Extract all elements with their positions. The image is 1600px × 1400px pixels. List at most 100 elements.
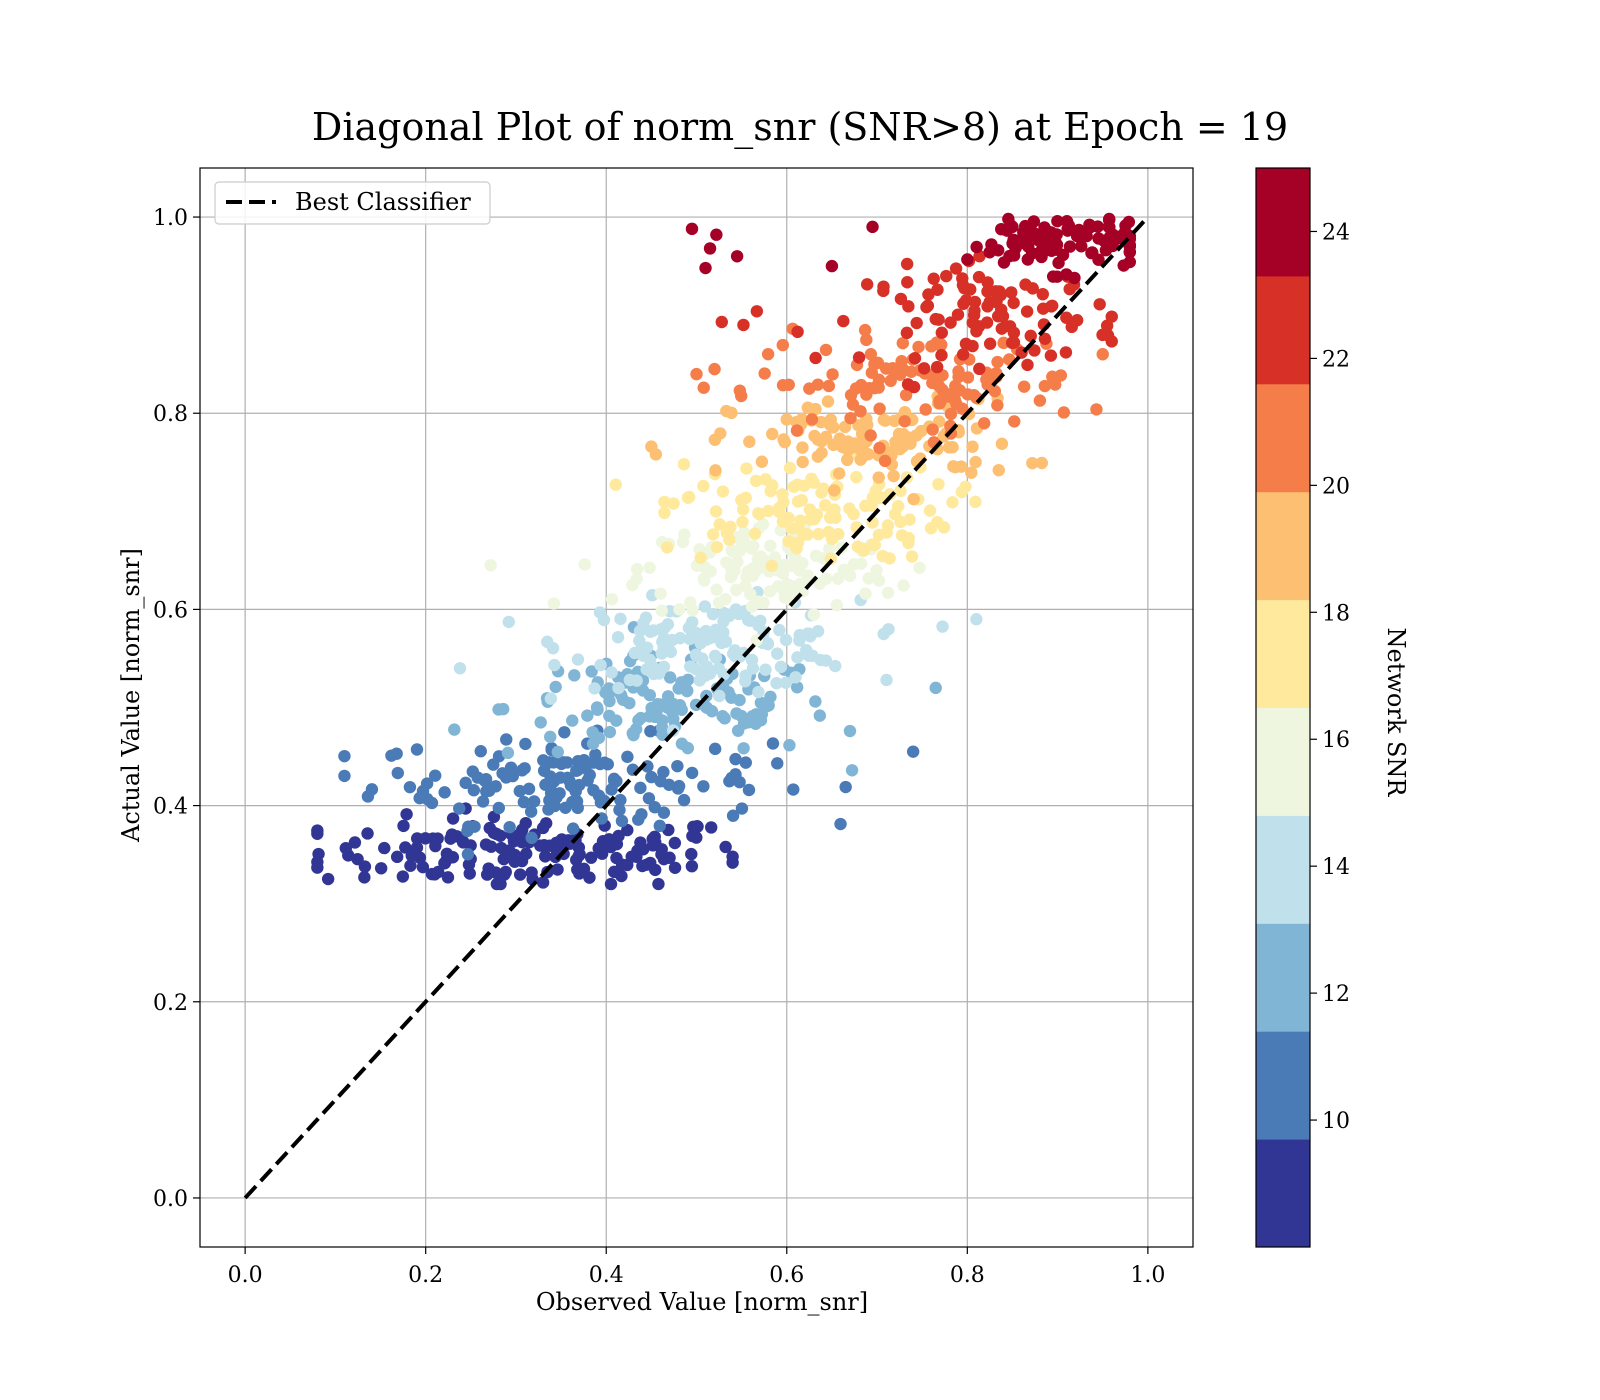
legend-box xyxy=(214,181,491,225)
scatter-point xyxy=(791,651,804,664)
scatter-point xyxy=(937,521,951,534)
scatter-point xyxy=(746,562,759,575)
scatter-point xyxy=(793,628,806,642)
scatter-point xyxy=(782,535,795,548)
scatter-point xyxy=(548,799,561,813)
scatter-point xyxy=(733,544,746,557)
scatter-point xyxy=(942,441,956,454)
scatter-point xyxy=(657,806,671,819)
scatter-point xyxy=(663,851,676,864)
legend: Best Classifier xyxy=(214,181,491,225)
scatter-point xyxy=(720,607,733,621)
scatter-point xyxy=(866,491,880,504)
scatter-point xyxy=(995,437,1009,450)
scatter-point xyxy=(965,466,978,479)
scatter-point xyxy=(559,801,572,814)
scatter-point xyxy=(762,504,775,518)
best-classifier-line xyxy=(243,215,1150,1200)
scatter-point xyxy=(988,384,1002,398)
scatter-point xyxy=(655,721,669,735)
scatter-point xyxy=(348,836,362,849)
scatter-point xyxy=(907,492,920,506)
scatter-point xyxy=(404,859,417,872)
scatter-point xyxy=(537,754,550,767)
scatter-point xyxy=(789,671,802,684)
scatter-point xyxy=(709,505,723,518)
scatter-point xyxy=(915,424,928,438)
scatter-point xyxy=(705,705,719,718)
scatter-point xyxy=(1000,224,1014,237)
scatter-point xyxy=(390,747,403,760)
scatter-point xyxy=(779,676,793,689)
scatter-point xyxy=(627,728,640,742)
scatter-point-outlier xyxy=(703,242,717,255)
scatter-point-outlier xyxy=(906,745,920,758)
scatter-point xyxy=(1035,456,1049,470)
scatter-point xyxy=(878,414,892,427)
scatter-point-outlier xyxy=(733,384,747,397)
y-tick-label: 0.6 xyxy=(153,598,188,623)
scatter-point xyxy=(713,689,726,703)
y-tick-label: 0.4 xyxy=(153,795,188,820)
scatter-point xyxy=(615,814,629,828)
scatter-point xyxy=(709,464,722,477)
scatter-point xyxy=(773,623,786,637)
scatter-point xyxy=(693,674,706,687)
scatter-point xyxy=(358,860,372,873)
scatter-point xyxy=(697,780,710,793)
scatter-point xyxy=(673,603,686,616)
scatter-point xyxy=(713,518,726,531)
scatter-point xyxy=(705,821,718,834)
colorbar-tick-label: 14 xyxy=(1322,855,1350,880)
scatter-point xyxy=(756,518,770,531)
scatter-point xyxy=(736,534,749,548)
scatter-point xyxy=(742,783,756,797)
scatter-point xyxy=(684,660,697,673)
scatter-point xyxy=(739,675,752,688)
scatter-point xyxy=(795,412,809,426)
colorbar-tick-label: 18 xyxy=(1322,601,1350,626)
scatter-point xyxy=(973,362,986,376)
x-tick-label: 0.0 xyxy=(228,1263,263,1288)
scatter-point xyxy=(566,714,579,727)
scatter-point xyxy=(969,495,982,509)
scatter-point xyxy=(933,397,946,410)
scatter-point xyxy=(999,319,1012,333)
scatter-point xyxy=(814,653,827,667)
scatter-point xyxy=(776,338,790,352)
scatter-point xyxy=(740,462,753,475)
scatter-point-outlier xyxy=(929,681,942,695)
scatter-point xyxy=(724,520,737,534)
scatter-point xyxy=(822,525,835,539)
scatter-point xyxy=(536,821,550,835)
scatter-point xyxy=(712,596,726,609)
scatter-point xyxy=(919,403,932,416)
chart-title: Diagonal Plot of norm_snr (SNR>8) at Epo… xyxy=(312,105,1288,150)
scatter-point-outlier xyxy=(708,362,721,376)
scatter-point xyxy=(847,507,860,521)
scatter-point xyxy=(656,635,669,649)
scatter-point xyxy=(445,828,459,841)
scatter-point xyxy=(605,593,619,606)
scatter-point xyxy=(513,868,527,881)
scatter-point xyxy=(1026,456,1039,470)
scatter-point xyxy=(790,681,804,694)
scatter-point xyxy=(1060,311,1073,324)
scatter-point-outlier xyxy=(970,613,983,626)
scatter-point xyxy=(1036,302,1050,315)
scatter-point xyxy=(736,503,750,516)
scatter-point xyxy=(819,499,832,512)
scatter-point xyxy=(710,583,723,596)
scatter-point xyxy=(841,435,855,448)
scatter-point xyxy=(752,507,765,520)
scatter-point xyxy=(804,630,817,643)
scatter-point xyxy=(841,453,854,467)
scatter-point xyxy=(658,506,671,520)
scatter-point xyxy=(912,340,925,354)
scatter-point xyxy=(927,272,940,285)
scatter-point xyxy=(1063,240,1077,253)
scatter-point xyxy=(544,692,558,705)
scatter-point xyxy=(959,337,973,350)
scatter-point xyxy=(959,480,972,493)
